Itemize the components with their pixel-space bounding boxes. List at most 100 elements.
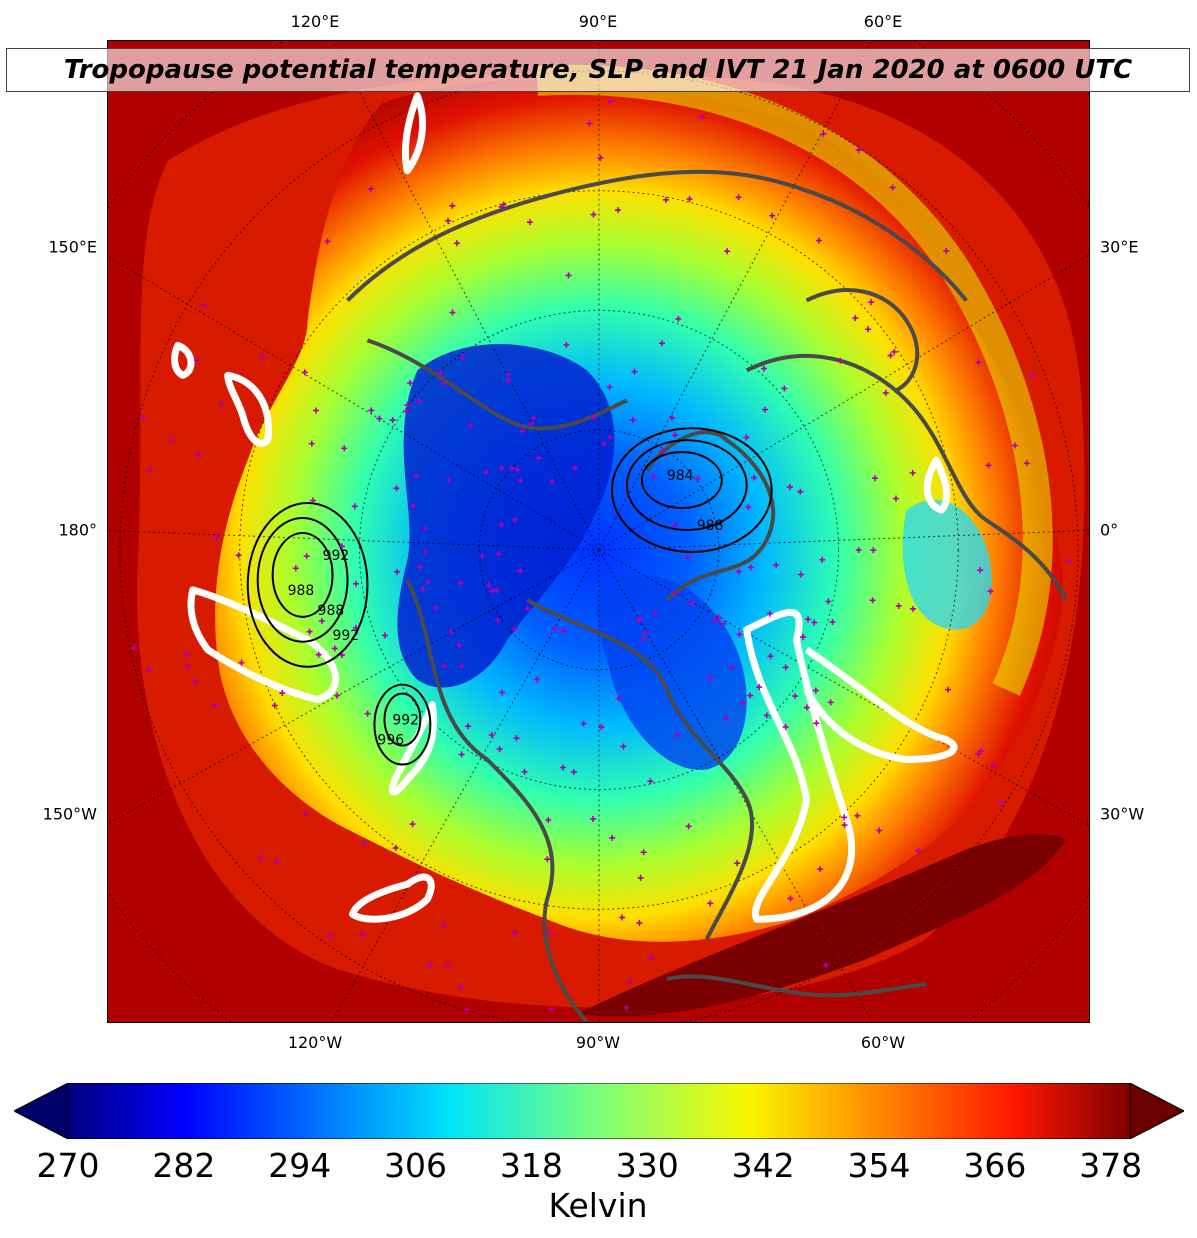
station-marker	[622, 743, 625, 750]
station-marker	[1025, 460, 1028, 467]
slp-label: 984	[667, 468, 694, 484]
colorbar-tick-label: 282	[152, 1146, 216, 1185]
station-marker	[530, 420, 533, 427]
station-marker	[411, 821, 414, 828]
station-marker	[513, 626, 516, 633]
station-marker	[196, 357, 198, 364]
slp-contour-atlantic-low	[625, 439, 748, 532]
colorbar-label: Kelvin	[548, 1186, 648, 1225]
station-marker	[639, 874, 642, 881]
station-marker	[665, 196, 667, 203]
ivt-contour-siberia	[401, 92, 426, 175]
station-marker	[799, 488, 802, 495]
station-marker	[370, 186, 372, 192]
warm-tongue	[577, 834, 1067, 1017]
station-marker	[632, 416, 634, 423]
station-marker	[409, 379, 411, 386]
station-marker	[815, 720, 818, 727]
colorbar-tick-label: 306	[384, 1146, 448, 1185]
station-marker	[652, 473, 655, 480]
station-marker	[911, 469, 914, 476]
station-marker	[992, 762, 995, 769]
station-marker	[467, 723, 469, 730]
meridian	[108, 549, 600, 825]
station-marker	[642, 849, 645, 856]
station-marker	[602, 440, 605, 447]
station-marker	[456, 240, 458, 247]
station-marker	[701, 114, 704, 121]
meridian	[108, 529, 600, 551]
station-marker	[609, 98, 611, 105]
station-marker	[977, 359, 980, 366]
station-marker	[1068, 558, 1071, 565]
station-marker	[391, 417, 394, 424]
station-marker	[361, 931, 364, 938]
station-marker	[395, 485, 398, 492]
station-marker	[617, 695, 620, 702]
slp-contour-gulf-low	[383, 692, 422, 747]
station-marker	[714, 617, 717, 624]
station-marker	[261, 354, 264, 361]
colorbar-tick-label: 270	[36, 1146, 100, 1185]
station-marker	[621, 914, 623, 921]
station-marker	[813, 619, 816, 626]
station-marker	[736, 860, 738, 867]
station-marker	[353, 503, 356, 510]
station-marker	[783, 385, 786, 392]
colorbar-tick-label: 378	[1079, 1146, 1143, 1185]
station-marker	[435, 604, 438, 611]
station-marker	[412, 503, 414, 510]
colorbar-tick-label: 342	[731, 1146, 795, 1185]
station-marker	[753, 474, 755, 481]
meridian	[598, 254, 1089, 551]
station-marker	[989, 588, 992, 595]
station-marker	[443, 662, 446, 669]
station-marker	[304, 811, 306, 818]
station-marker	[260, 855, 262, 862]
bottom-tick: 120°W	[287, 1033, 343, 1052]
station-marker	[677, 315, 680, 322]
tropopause-theta-map: 988 992 988 992 984 988 992 996	[107, 40, 1090, 1023]
station-marker	[519, 477, 522, 484]
station-marker	[295, 565, 297, 572]
coastline-north-america	[405, 579, 589, 1022]
top-tick: 120°E	[290, 12, 340, 31]
station-marker	[738, 568, 740, 575]
colorbar-tick-label: 354	[847, 1146, 911, 1185]
station-marker	[405, 408, 407, 415]
station-marker	[148, 667, 150, 674]
station-marker	[447, 962, 449, 969]
station-marker	[186, 663, 188, 670]
station-marker	[638, 919, 641, 926]
station-marker	[462, 353, 464, 360]
station-marker	[765, 712, 768, 719]
station-marker	[784, 723, 787, 730]
station-marker	[485, 469, 487, 476]
coastlines	[346, 169, 1068, 1022]
station-marker	[843, 814, 846, 821]
slp-label: 996	[377, 733, 404, 749]
station-marker	[661, 340, 663, 347]
station-marker	[500, 521, 503, 528]
station-marker	[447, 476, 450, 483]
station-marker	[185, 651, 188, 658]
station-marker	[749, 692, 751, 699]
station-marker	[424, 525, 427, 532]
station-marker	[709, 674, 711, 681]
station-marker	[573, 768, 575, 775]
station-marker	[418, 398, 421, 405]
station-marker	[691, 600, 693, 607]
station-marker	[738, 631, 741, 638]
colorbar-extend-max	[1129, 1083, 1184, 1139]
station-marker	[980, 748, 982, 755]
station-marker	[611, 834, 614, 841]
station-marker	[674, 522, 677, 529]
station-marker	[764, 406, 766, 413]
bottom-tick: 60°W	[860, 1033, 906, 1052]
station-marker	[481, 553, 483, 560]
station-marker	[789, 895, 792, 902]
station-marker	[333, 645, 336, 652]
station-marker	[749, 564, 752, 571]
left-tick: 150°W	[42, 804, 97, 824]
colorbar-gradient	[67, 1083, 1131, 1139]
